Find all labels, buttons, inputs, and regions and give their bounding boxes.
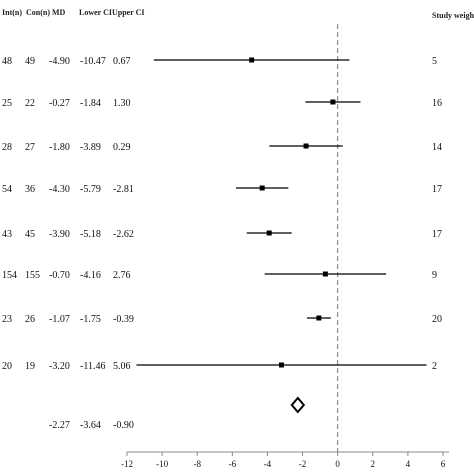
point-estimate-marker <box>322 271 328 277</box>
study-weight-value: 17 <box>432 229 442 240</box>
study-weight-value: 14 <box>432 142 442 153</box>
con-n-value: 155 <box>25 270 40 281</box>
md-value: -0.27 <box>49 98 70 109</box>
study-weight-value: 17 <box>432 184 442 195</box>
study-row: 154 155 -0.70 -4.16 2.76 9 <box>2 270 437 281</box>
con-n-value: 36 <box>25 184 35 195</box>
con-n-value: 26 <box>25 314 35 325</box>
lower-ci-value: -5.79 <box>80 184 101 195</box>
study-weight-value: 16 <box>432 98 442 109</box>
x-tick-label: 2 <box>371 459 376 469</box>
pooled-md-value: -2.27 <box>49 420 70 431</box>
column-headers: Int(n) Con(n) MD Lower CI Upper CI Study… <box>2 8 474 20</box>
study-row: 28 27 -1.80 -3.89 0.29 14 <box>2 142 442 153</box>
lower-ci-value: -1.75 <box>80 314 101 325</box>
md-value: -4.30 <box>49 184 70 195</box>
con-n-value: 45 <box>25 229 35 240</box>
point-estimate-marker <box>303 143 309 149</box>
upper-ci-value: 0.67 <box>113 56 131 67</box>
x-tick-label: -8 <box>193 459 201 469</box>
study-weight-value: 5 <box>432 56 437 67</box>
lower-ci-value: -3.89 <box>80 142 101 153</box>
pooled-row: -2.27 -3.64 -0.90 <box>49 396 306 431</box>
study-row: 48 49 -4.90 -10.47 0.67 5 <box>2 56 437 67</box>
point-estimate-marker <box>249 57 255 63</box>
lower-ci-value: -5.18 <box>80 229 101 240</box>
study-rows: 48 49 -4.90 -10.47 0.67 5 25 22 -0.27 -1.84 1.30 16… <box>2 56 442 372</box>
lower-ci-value: -10.47 <box>80 56 106 67</box>
study-weight-value: 2 <box>432 361 437 372</box>
upper-ci-value: 0.29 <box>113 142 131 153</box>
upper-ci-value: -0.39 <box>113 314 134 325</box>
upper-ci-value: 2.76 <box>113 270 131 281</box>
point-estimate-marker <box>278 362 284 368</box>
md-value: -1.07 <box>49 314 70 325</box>
md-value: -0.70 <box>49 270 70 281</box>
int-n-value: 23 <box>2 314 12 325</box>
upper-ci-value: 1.30 <box>113 98 131 109</box>
study-weight-value: 9 <box>432 270 437 281</box>
header-study-weight: Study weight <box>432 11 474 20</box>
int-n-value: 154 <box>2 270 17 281</box>
pooled-lower-ci-value: -3.64 <box>80 420 101 431</box>
md-value: -3.90 <box>49 229 70 240</box>
study-row: 20 19 -3.20 -11.46 5.06 2 <box>2 361 437 372</box>
lower-ci-value: -11.46 <box>80 361 105 372</box>
header-lower-ci: Lower CI <box>79 8 112 17</box>
point-estimate-marker <box>266 230 272 236</box>
lower-ci-value: -4.16 <box>80 270 101 281</box>
int-n-value: 28 <box>2 142 12 153</box>
upper-ci-value: -2.62 <box>113 229 134 240</box>
pooled-upper-ci-value: -0.90 <box>113 420 134 431</box>
con-n-value: 19 <box>25 361 35 372</box>
int-n-value: 25 <box>2 98 12 109</box>
x-tick-label: 4 <box>406 459 411 469</box>
x-tick-label: -12 <box>121 459 133 469</box>
study-row: 54 36 -4.30 -5.79 -2.81 17 <box>2 184 442 195</box>
int-n-value: 43 <box>2 229 12 240</box>
study-row: 43 45 -3.90 -5.18 -2.62 17 <box>2 229 442 240</box>
int-n-value: 48 <box>2 56 12 67</box>
point-estimate-marker <box>316 315 322 321</box>
study-row: 25 22 -0.27 -1.84 1.30 16 <box>2 98 442 109</box>
x-axis: -12 -10 -8 -6 -4 -2 0 2 4 6 <box>121 451 449 469</box>
upper-ci-value: 5.06 <box>113 361 131 372</box>
pooled-estimate-diamond <box>290 396 306 414</box>
x-tick-label: -10 <box>156 459 168 469</box>
x-tick-label: 0 <box>335 459 340 469</box>
x-tick-label: -2 <box>299 459 307 469</box>
con-n-value: 49 <box>25 56 35 67</box>
con-n-value: 27 <box>25 142 35 153</box>
header-md: MD <box>52 8 66 17</box>
study-row: 23 26 -1.07 -1.75 -0.39 20 <box>2 314 442 325</box>
point-estimate-marker <box>259 185 265 191</box>
int-n-value: 20 <box>2 361 12 372</box>
header-upper-ci: Upper CI <box>112 8 145 17</box>
study-weight-value: 20 <box>432 314 442 325</box>
int-n-value: 54 <box>2 184 12 195</box>
x-tick-label: 6 <box>441 459 446 469</box>
point-estimate-marker <box>330 99 336 105</box>
x-tick-label: -4 <box>264 459 272 469</box>
upper-ci-value: -2.81 <box>113 184 134 195</box>
md-value: -4.90 <box>49 56 70 67</box>
lower-ci-value: -1.84 <box>80 98 101 109</box>
header-con-n: Con(n) <box>26 8 50 17</box>
x-tick-label: -6 <box>229 459 237 469</box>
md-value: -3.20 <box>49 361 70 372</box>
header-int-n: Int(n) <box>2 8 22 17</box>
con-n-value: 22 <box>25 98 35 109</box>
md-value: -1.80 <box>49 142 70 153</box>
